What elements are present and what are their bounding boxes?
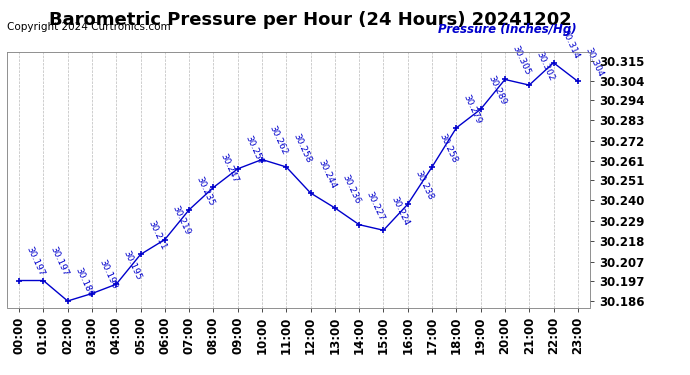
Text: 30.258: 30.258: [292, 132, 313, 164]
Text: 30.219: 30.219: [170, 204, 192, 237]
Text: Pressure (Inches/Hg): Pressure (Inches/Hg): [438, 22, 577, 36]
Text: 30.305: 30.305: [511, 44, 532, 77]
Text: 30.224: 30.224: [389, 195, 411, 228]
Text: 30.302: 30.302: [535, 50, 556, 82]
Text: Copyright 2024 Curtronics.com: Copyright 2024 Curtronics.com: [7, 22, 170, 33]
Text: 30.314: 30.314: [559, 28, 580, 60]
Text: 30.279: 30.279: [462, 93, 484, 125]
Text: 30.244: 30.244: [316, 158, 337, 190]
Text: 30.186: 30.186: [73, 266, 95, 298]
Text: 30.247: 30.247: [219, 152, 240, 184]
Text: 30.190: 30.190: [97, 258, 119, 291]
Text: 30.262: 30.262: [268, 124, 289, 157]
Text: 30.258: 30.258: [437, 132, 459, 164]
Text: 30.195: 30.195: [121, 249, 144, 282]
Text: 30.257: 30.257: [244, 134, 265, 166]
Text: 30.289: 30.289: [486, 74, 508, 106]
Text: 30.238: 30.238: [413, 169, 435, 201]
Text: 30.235: 30.235: [195, 175, 216, 207]
Text: 30.197: 30.197: [49, 245, 70, 278]
Text: Barometric Pressure per Hour (24 Hours) 20241202: Barometric Pressure per Hour (24 Hours) …: [49, 11, 572, 29]
Text: 30.304: 30.304: [583, 46, 605, 79]
Text: 30.236: 30.236: [340, 173, 362, 205]
Text: 30.211: 30.211: [146, 219, 168, 252]
Text: 30.197: 30.197: [25, 245, 46, 278]
Text: 30.227: 30.227: [365, 190, 386, 222]
